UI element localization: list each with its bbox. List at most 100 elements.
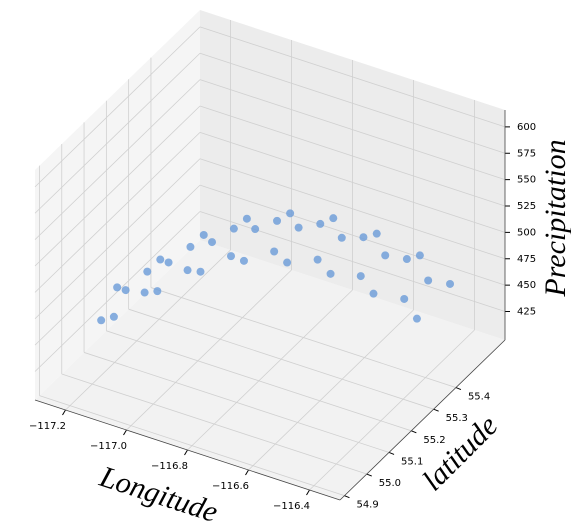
data-point — [286, 209, 295, 218]
data-point — [227, 252, 236, 261]
data-point — [153, 287, 162, 296]
y-tick — [366, 473, 372, 477]
x-tick — [306, 489, 310, 496]
data-point — [113, 283, 122, 292]
z-tick-label: 575 — [517, 148, 536, 159]
z-tick-label: 475 — [517, 254, 536, 265]
x-tick-label: −116.8 — [151, 461, 188, 472]
grid-line — [248, 309, 414, 471]
axis-line — [339, 339, 506, 501]
y-tick-label: 55.1 — [401, 456, 423, 467]
grid-line — [106, 330, 412, 432]
data-point — [199, 230, 208, 239]
z-tick-label: 525 — [517, 201, 536, 212]
data-point — [156, 255, 165, 264]
z-axis-label: Precipitation — [539, 139, 571, 297]
y-tick — [433, 408, 439, 412]
x-tick-label: −116.4 — [273, 501, 310, 512]
y-tick-label: 55.0 — [379, 478, 401, 489]
data-point — [402, 255, 411, 264]
x-tick — [184, 449, 188, 456]
grid-line — [199, 79, 506, 181]
x-tick — [245, 469, 249, 476]
data-point — [164, 258, 173, 267]
grid-line — [199, 26, 506, 128]
grid-line — [34, 26, 201, 188]
grid-line — [34, 105, 201, 267]
y-tick — [455, 387, 462, 391]
data-point — [326, 269, 335, 278]
data-point — [183, 266, 192, 275]
grid-line — [65, 249, 231, 411]
axis-line — [34, 399, 341, 501]
grid-line — [199, 184, 506, 286]
data-point — [109, 312, 118, 321]
grid-line — [61, 373, 367, 475]
data-point — [273, 216, 282, 225]
data-point — [196, 267, 205, 276]
grid-line — [39, 395, 345, 497]
z-tick-label: 425 — [517, 307, 536, 318]
grid-line — [34, 52, 201, 214]
z-tick-label: 450 — [517, 280, 536, 291]
data-point — [270, 247, 279, 256]
grid-line — [34, 211, 201, 372]
y-tick — [388, 451, 395, 455]
z-tick-label: 550 — [517, 175, 536, 186]
x-tick-label: −117.0 — [90, 441, 127, 452]
x-tick-label: −117.2 — [29, 421, 66, 432]
data-point — [208, 238, 217, 247]
grid-line — [199, 105, 506, 207]
data-point — [143, 267, 152, 276]
data-point — [186, 242, 195, 251]
data-point — [251, 225, 260, 234]
grid-line — [34, 79, 201, 240]
data-point — [359, 233, 368, 242]
grid-line — [34, 132, 201, 293]
data-point — [400, 294, 409, 303]
x-tick-label: −116.6 — [212, 481, 249, 492]
data-point — [97, 316, 106, 325]
grid-line — [199, 211, 506, 312]
y-tick-label: 54.9 — [356, 500, 378, 511]
data-point — [424, 276, 433, 285]
x-tick — [62, 409, 66, 416]
data-point — [446, 279, 455, 288]
data-point — [140, 288, 149, 297]
data-point — [294, 223, 303, 232]
data-point — [313, 255, 322, 264]
z-tick-label: 600 — [517, 122, 536, 133]
left-pane — [35, 10, 200, 400]
data-point — [412, 314, 421, 323]
data-point — [316, 219, 325, 228]
data-point — [242, 214, 251, 223]
grid-line — [187, 289, 353, 451]
data-point — [381, 251, 390, 260]
grid-line — [150, 287, 457, 388]
grid-line — [199, 132, 506, 233]
grid-line — [83, 352, 390, 453]
grid-line — [34, 184, 201, 346]
grid-line — [128, 308, 434, 410]
data-point — [121, 286, 130, 295]
data-point — [283, 258, 292, 267]
y-tick-label: 55.2 — [423, 435, 445, 446]
y-tick — [344, 495, 350, 499]
grid-line — [199, 158, 506, 260]
y-tick-label: 55.4 — [468, 392, 490, 403]
data-point — [369, 289, 378, 298]
grid-line — [309, 329, 475, 491]
z-tick-label: 500 — [517, 227, 536, 238]
data-point — [337, 233, 346, 242]
data-point — [329, 214, 338, 223]
data-point — [372, 229, 381, 238]
x-tick — [123, 429, 127, 436]
data-point — [239, 256, 248, 265]
grid-line — [199, 52, 506, 154]
data-point — [356, 272, 365, 281]
grid-line — [126, 269, 292, 431]
data-point — [415, 251, 424, 260]
y-tick-label: 55.3 — [446, 413, 468, 424]
panes — [34, 10, 506, 500]
